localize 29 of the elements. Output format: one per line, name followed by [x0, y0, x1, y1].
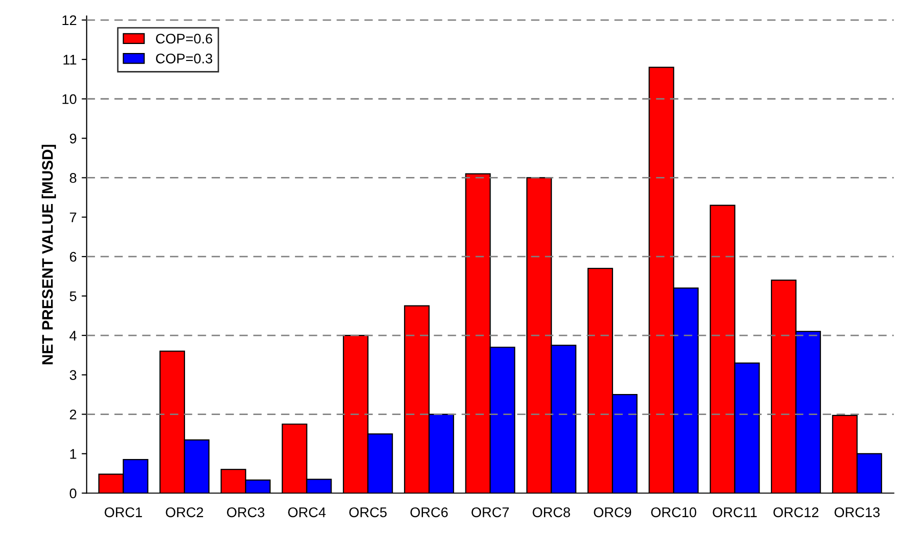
y-axis-title: NET PRESENT VALUE [MUSD]: [42, 144, 56, 364]
y-tick-label: 12: [62, 15, 76, 26]
y-tick-label: 1: [70, 449, 76, 459]
y-tick-label: 10: [62, 94, 76, 104]
x-tick-label: ORC8: [532, 507, 570, 518]
x-tick-label: ORC12: [773, 507, 818, 518]
legend-label: COP=0.3: [156, 54, 212, 64]
legend-label: COP=0.6: [156, 34, 212, 44]
x-tick-label: ORC5: [349, 507, 387, 518]
y-tick-label: 9: [70, 134, 76, 144]
x-tick-label: ORC10: [651, 507, 696, 518]
x-tick-label: ORC4: [288, 507, 326, 518]
y-tick-label: 0: [70, 488, 76, 498]
x-tick-label: ORC13: [834, 507, 880, 518]
y-tick-label: 3: [70, 370, 76, 380]
x-tick-label: ORC3: [226, 507, 264, 518]
x-tick-label: ORC7: [472, 507, 509, 518]
y-tick-label: 8: [70, 173, 76, 183]
y-tick-label: 7: [70, 212, 76, 222]
y-tick-label: 4: [70, 330, 77, 340]
x-tick-label: ORC11: [712, 507, 757, 518]
y-tick-label: 5: [70, 291, 76, 302]
y-tick-label: 6: [70, 252, 76, 262]
x-tick-label: ORC1: [104, 507, 142, 518]
x-tick-label: ORC9: [594, 507, 632, 518]
x-tick-label: ORC6: [410, 507, 448, 518]
x-tick-label: ORC2: [166, 507, 204, 518]
y-tick-label: 2: [70, 410, 76, 420]
y-tick-label: 11: [64, 54, 76, 64]
